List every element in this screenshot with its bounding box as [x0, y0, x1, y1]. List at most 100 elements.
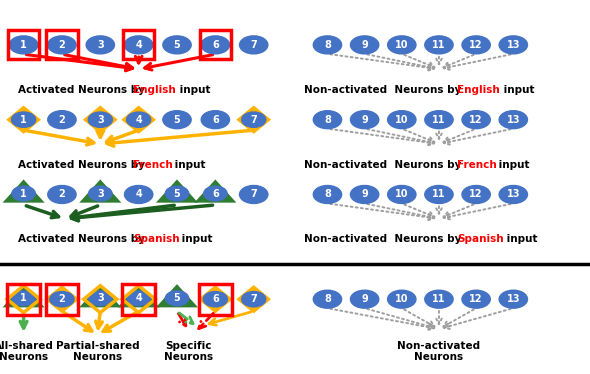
Circle shape: [201, 111, 230, 129]
Text: 1: 1: [20, 188, 27, 199]
Polygon shape: [121, 286, 156, 306]
Text: 4: 4: [135, 293, 142, 303]
Circle shape: [88, 112, 112, 127]
Text: 9: 9: [361, 294, 368, 304]
Circle shape: [165, 291, 189, 306]
Text: Non-activated
Neurons: Non-activated Neurons: [398, 341, 480, 362]
Circle shape: [462, 290, 490, 308]
Circle shape: [388, 290, 416, 308]
Circle shape: [9, 36, 38, 54]
Text: 5: 5: [173, 293, 181, 303]
Polygon shape: [6, 286, 41, 306]
Text: input: input: [500, 85, 535, 95]
Text: 5: 5: [173, 115, 181, 125]
Text: Partial-shared
Neurons: Partial-shared Neurons: [55, 341, 139, 362]
Circle shape: [350, 290, 379, 308]
Text: 4: 4: [135, 115, 142, 125]
Text: French: French: [133, 160, 172, 169]
Circle shape: [12, 112, 35, 127]
Circle shape: [240, 186, 268, 203]
Circle shape: [48, 36, 76, 54]
Polygon shape: [200, 287, 231, 312]
Text: 6: 6: [212, 115, 219, 125]
Circle shape: [50, 292, 74, 307]
Text: 11: 11: [432, 115, 445, 125]
Circle shape: [462, 111, 490, 129]
Polygon shape: [238, 287, 269, 312]
Text: input: input: [503, 234, 537, 244]
Text: 3: 3: [97, 115, 104, 125]
Circle shape: [88, 291, 112, 306]
Text: Non-activated  Neurons by: Non-activated Neurons by: [304, 234, 465, 244]
Text: 7: 7: [250, 40, 257, 50]
Text: 12: 12: [470, 294, 483, 304]
Text: Specific
Neurons: Specific Neurons: [164, 341, 214, 362]
Text: 11: 11: [432, 190, 445, 199]
Text: input: input: [178, 234, 212, 244]
Text: Activated Neurons by: Activated Neurons by: [18, 234, 148, 244]
Text: 9: 9: [361, 190, 368, 199]
Circle shape: [313, 290, 342, 308]
Polygon shape: [6, 181, 41, 201]
Text: 12: 12: [470, 115, 483, 125]
Text: 12: 12: [470, 190, 483, 199]
Polygon shape: [47, 287, 77, 312]
Polygon shape: [123, 107, 154, 132]
Circle shape: [204, 186, 227, 201]
Text: 10: 10: [395, 115, 408, 125]
Text: 13: 13: [507, 294, 520, 304]
Text: input: input: [495, 160, 529, 169]
Circle shape: [499, 290, 527, 308]
Circle shape: [127, 112, 150, 127]
Text: 3: 3: [97, 293, 104, 303]
Circle shape: [388, 111, 416, 129]
Text: 3: 3: [97, 188, 104, 199]
Circle shape: [350, 36, 379, 54]
Text: 2: 2: [58, 40, 65, 50]
Circle shape: [127, 291, 150, 306]
Circle shape: [204, 292, 227, 307]
Text: 10: 10: [395, 40, 408, 50]
Text: English: English: [133, 85, 175, 95]
Circle shape: [12, 186, 35, 201]
Circle shape: [86, 36, 114, 54]
Circle shape: [313, 186, 342, 203]
Text: All-shared
Neurons: All-shared Neurons: [0, 341, 54, 362]
Circle shape: [240, 36, 268, 54]
Circle shape: [163, 111, 191, 129]
Circle shape: [425, 186, 453, 203]
Text: 5: 5: [173, 40, 181, 50]
Circle shape: [124, 36, 153, 54]
Text: 1: 1: [20, 293, 27, 303]
Circle shape: [350, 186, 379, 203]
Text: Activated Neurons by: Activated Neurons by: [18, 160, 148, 169]
Text: input: input: [176, 85, 210, 95]
Polygon shape: [83, 181, 118, 201]
Text: 12: 12: [470, 40, 483, 50]
Text: 13: 13: [507, 115, 520, 125]
Circle shape: [499, 186, 527, 203]
Polygon shape: [238, 107, 269, 132]
Circle shape: [242, 292, 266, 307]
Text: 9: 9: [361, 40, 368, 50]
Text: 3: 3: [97, 40, 104, 50]
Circle shape: [388, 186, 416, 203]
Circle shape: [425, 111, 453, 129]
Text: 13: 13: [507, 190, 520, 199]
Text: 2: 2: [58, 294, 65, 304]
Circle shape: [48, 111, 76, 129]
Polygon shape: [159, 286, 195, 306]
Circle shape: [462, 186, 490, 203]
Text: 4: 4: [135, 40, 142, 50]
Text: 13: 13: [507, 40, 520, 50]
Text: English: English: [457, 85, 500, 95]
Circle shape: [388, 36, 416, 54]
Text: 10: 10: [395, 294, 408, 304]
Circle shape: [165, 186, 189, 201]
Text: 7: 7: [250, 115, 257, 125]
Polygon shape: [83, 286, 118, 306]
Text: 5: 5: [173, 188, 181, 199]
Text: Activated Neurons by: Activated Neurons by: [18, 85, 148, 95]
Text: 11: 11: [432, 294, 445, 304]
Text: 7: 7: [250, 190, 257, 199]
